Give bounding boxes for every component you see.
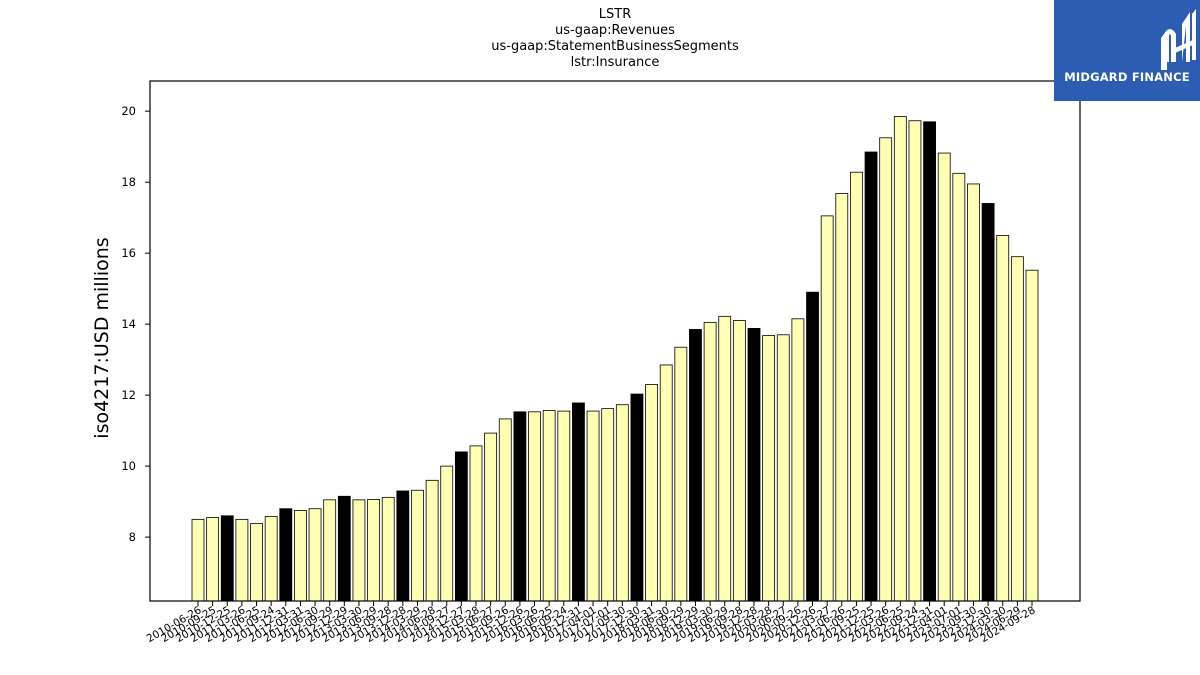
bar-2022-12-31 [923, 121, 936, 602]
bar-2023-09-30 [967, 183, 980, 602]
bar-2021-06-26 [835, 193, 849, 602]
bar-2015-06-27 [484, 432, 498, 602]
bar-2019-06-29 [718, 315, 732, 602]
logo-text: MIDGARD FINANCE [1064, 70, 1190, 84]
bar-2016-12-31 [572, 402, 585, 602]
bar-2011-06-25 [250, 523, 263, 602]
bar-2018-09-29 [674, 346, 688, 602]
bar-2021-12-25 [864, 151, 878, 602]
chart-title-line-4: lstr:Insurance [570, 55, 660, 70]
y-tick-label: 16 [121, 246, 136, 260]
bar-2019-03-30 [703, 321, 717, 602]
bars-group [191, 116, 1039, 602]
bar-2024-03-30 [996, 234, 1010, 602]
bar-2015-12-26 [513, 411, 527, 602]
bar-2014-03-29 [411, 489, 424, 602]
bar-2021-03-27 [820, 215, 834, 602]
bar-2017-09-30 [615, 404, 629, 602]
bar-2014-06-28 [425, 479, 439, 602]
bar-2011-12-31 [279, 508, 293, 602]
bar-2017-04-01 [586, 410, 600, 602]
midgard-logo-icon [1161, 9, 1196, 70]
bar-2024-09-28 [1025, 269, 1039, 602]
chart-title-line-3: us-gaap:StatementBusinessSegments [491, 39, 739, 54]
company-logo: MIDGARD FINANCE [1054, 0, 1200, 101]
y-tick-label: 12 [121, 388, 136, 402]
bar-2019-12-28 [747, 327, 761, 602]
bar-2016-06-25 [542, 409, 556, 602]
bar-2016-03-26 [528, 411, 541, 602]
bar-2021-09-25 [850, 171, 863, 602]
y-axis: 8 10 12 14 16 18 20 [121, 104, 150, 544]
bar-2020-12-26 [806, 291, 819, 602]
bar-2018-12-29 [689, 329, 702, 602]
bar-2022-09-24 [908, 120, 922, 602]
y-tick-label: 14 [121, 317, 136, 331]
bar-2017-12-30 [630, 393, 644, 602]
bar-2016-09-24 [557, 410, 571, 602]
bar-2012-03-31 [294, 510, 307, 602]
bar-2013-06-29 [367, 499, 380, 602]
bar-2014-09-27 [440, 465, 454, 602]
plot-frame [149, 80, 1081, 602]
bar-2020-09-26 [791, 318, 805, 602]
bar-2012-06-30 [308, 508, 322, 602]
bar-2010-12-25 [220, 515, 234, 602]
bar-2012-12-29 [337, 495, 351, 602]
y-tick-label: 8 [129, 530, 136, 544]
x-axis: 2010-06-262010-09-252010-12-252011-03-26… [145, 601, 1038, 645]
bar-2013-03-30 [352, 499, 366, 602]
bar-2023-07-01 [952, 172, 966, 602]
chart-title-line-2: us-gaap:Revenues [555, 23, 675, 38]
bar-2010-09-25 [206, 517, 220, 602]
bar-2024-06-29 [1010, 256, 1024, 602]
bar-2012-09-29 [323, 499, 337, 602]
bar-2014-12-27 [454, 451, 468, 602]
bar-2023-04-01 [937, 152, 951, 602]
bar-2013-09-28 [381, 496, 395, 602]
bar-2018-03-31 [645, 384, 658, 602]
bar-2015-09-26 [498, 418, 512, 602]
bar-2010-06-26 [191, 518, 205, 602]
bar-2020-06-27 [776, 334, 790, 602]
bar-2015-03-28 [469, 445, 483, 602]
y-axis-label: iso4217:USD millions [91, 237, 113, 438]
y-tick-label: 20 [121, 104, 136, 118]
bar-2023-12-30 [981, 203, 995, 602]
bar-2022-03-26 [879, 137, 893, 602]
y-tick-label: 18 [121, 175, 136, 189]
bar-2013-12-28 [396, 490, 410, 602]
bar-2017-07-01 [601, 408, 615, 602]
y-tick-label: 10 [121, 459, 136, 473]
bar-2011-03-26 [235, 518, 249, 602]
bar-2019-09-28 [732, 320, 746, 602]
bar-2022-06-25 [893, 116, 907, 602]
bar-2018-06-30 [659, 364, 673, 602]
bar-2020-03-28 [762, 335, 776, 602]
bar-2011-09-24 [264, 516, 278, 602]
chart-title-line-1: LSTR [598, 7, 632, 22]
